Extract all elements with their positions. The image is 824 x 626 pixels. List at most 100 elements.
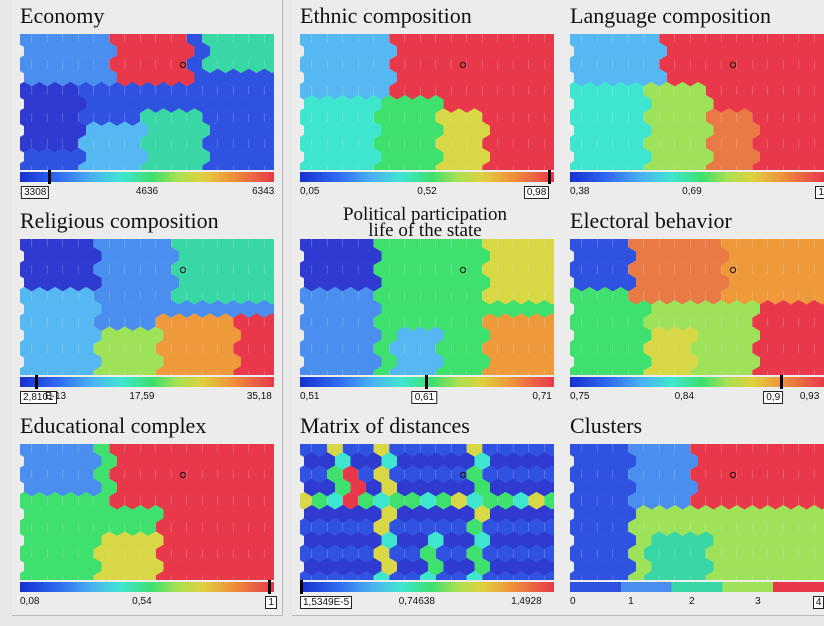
hex-cell [767, 55, 784, 74]
hex-cell [272, 98, 274, 110]
hex-cell [78, 465, 94, 484]
color-scale-bar[interactable] [570, 582, 824, 592]
hex-cell [366, 273, 382, 292]
hex-cell [78, 571, 94, 580]
hex-cell [497, 286, 514, 305]
color-scale-bar[interactable] [20, 377, 274, 387]
hex-cell [814, 571, 824, 580]
hex-cell [589, 121, 606, 140]
scale-marker[interactable] [425, 375, 428, 389]
hex-cell [513, 571, 529, 580]
color-scale-bar[interactable] [20, 172, 274, 182]
hex-cell [256, 68, 272, 87]
scale-marker[interactable] [47, 170, 51, 184]
som-hex-map[interactable] [570, 34, 824, 170]
hex-cell [225, 478, 241, 497]
hex-cell [117, 352, 133, 371]
hex-cell [513, 544, 529, 563]
hex-cell [443, 42, 459, 61]
scale-value-box[interactable]: 0,9 [763, 391, 784, 404]
scale-value-box[interactable]: 1,5349E-5 [300, 596, 353, 609]
color-scale-bar[interactable] [300, 172, 554, 182]
hex-cell [194, 147, 210, 166]
hex-cell [319, 68, 336, 87]
scale-value-box[interactable]: 3308 [21, 186, 50, 199]
hex-cell [358, 286, 374, 305]
hex-cell [24, 68, 40, 87]
scale-marker[interactable] [547, 170, 551, 184]
hex-cell [373, 55, 390, 74]
hex-cell [70, 247, 86, 266]
hex-cell [163, 352, 179, 371]
hex-cell [643, 81, 660, 100]
hex-cell [171, 571, 187, 580]
scale-value-box[interactable]: 1 [815, 186, 824, 199]
hex-cell [31, 134, 48, 153]
som-hex-map[interactable] [570, 444, 824, 580]
hex-cell [775, 478, 791, 497]
scale-value-box[interactable]: 0,61 [411, 391, 438, 404]
hex-cell [552, 124, 554, 137]
scale-marker[interactable] [35, 375, 38, 389]
som-hex-map[interactable] [20, 444, 274, 580]
hex-cell [140, 239, 156, 252]
hex-cell [171, 239, 187, 252]
hex-cell [163, 68, 179, 87]
scale-ticks: 29330846366343 [20, 186, 274, 200]
hex-cell [451, 34, 467, 47]
hex-cell [482, 55, 498, 74]
hex-cell [435, 366, 452, 375]
hex-cell [300, 491, 312, 510]
hex-cell [24, 121, 40, 140]
hex-cell [210, 352, 226, 371]
hex-cell [300, 260, 312, 279]
hex-cell [117, 95, 133, 113]
som-hex-map[interactable] [20, 239, 274, 375]
hex-cell [659, 313, 675, 332]
scale-value-box[interactable]: 2,8101 [20, 391, 57, 404]
hex-cell [366, 42, 382, 61]
hex-cell [20, 339, 32, 358]
hex-cell [78, 366, 94, 375]
hex-cell [389, 260, 405, 279]
color-scale-bar[interactable] [570, 172, 824, 182]
hex-cell [319, 95, 336, 113]
hex-cell [109, 313, 125, 332]
hex-cell [47, 465, 63, 484]
hex-cell [544, 81, 554, 100]
hex-cell [186, 239, 203, 252]
hex-cell [155, 34, 172, 47]
hex-cell [256, 95, 272, 113]
scale-marker[interactable] [780, 375, 783, 389]
hex-cell [366, 95, 382, 113]
hex-cell [358, 339, 374, 358]
scale-marker[interactable] [267, 580, 271, 594]
scale-marker[interactable] [300, 580, 303, 594]
hex-cell [528, 239, 545, 252]
hex-cell [612, 313, 629, 332]
scale-value-box[interactable]: 1 [265, 596, 277, 609]
hex-cell [389, 108, 405, 127]
hex-cell [806, 352, 822, 371]
hex-cell [327, 134, 343, 153]
hex-cell [651, 95, 667, 113]
hex-cell [117, 531, 133, 550]
hex-cell [319, 326, 336, 345]
hex-cell [358, 544, 374, 563]
hex-cell [760, 300, 776, 318]
hex-cell [20, 108, 32, 127]
som-hex-map[interactable] [20, 34, 274, 170]
hex-cell [505, 531, 521, 550]
scale-value-box[interactable]: 0,98 [523, 186, 550, 199]
scale-tick-label: E-13 [44, 391, 67, 402]
som-hex-map[interactable] [570, 239, 824, 375]
hex-cell [39, 531, 56, 550]
som-hex-map[interactable] [300, 444, 554, 580]
color-scale-bar[interactable] [20, 582, 274, 592]
hex-cell [628, 339, 644, 358]
color-scale-bar[interactable] [570, 377, 824, 387]
color-scale-bar[interactable] [300, 582, 554, 592]
scale-value-box[interactable]: 4 [812, 596, 824, 609]
som-hex-map[interactable] [300, 34, 554, 170]
som-hex-map[interactable] [300, 239, 554, 375]
